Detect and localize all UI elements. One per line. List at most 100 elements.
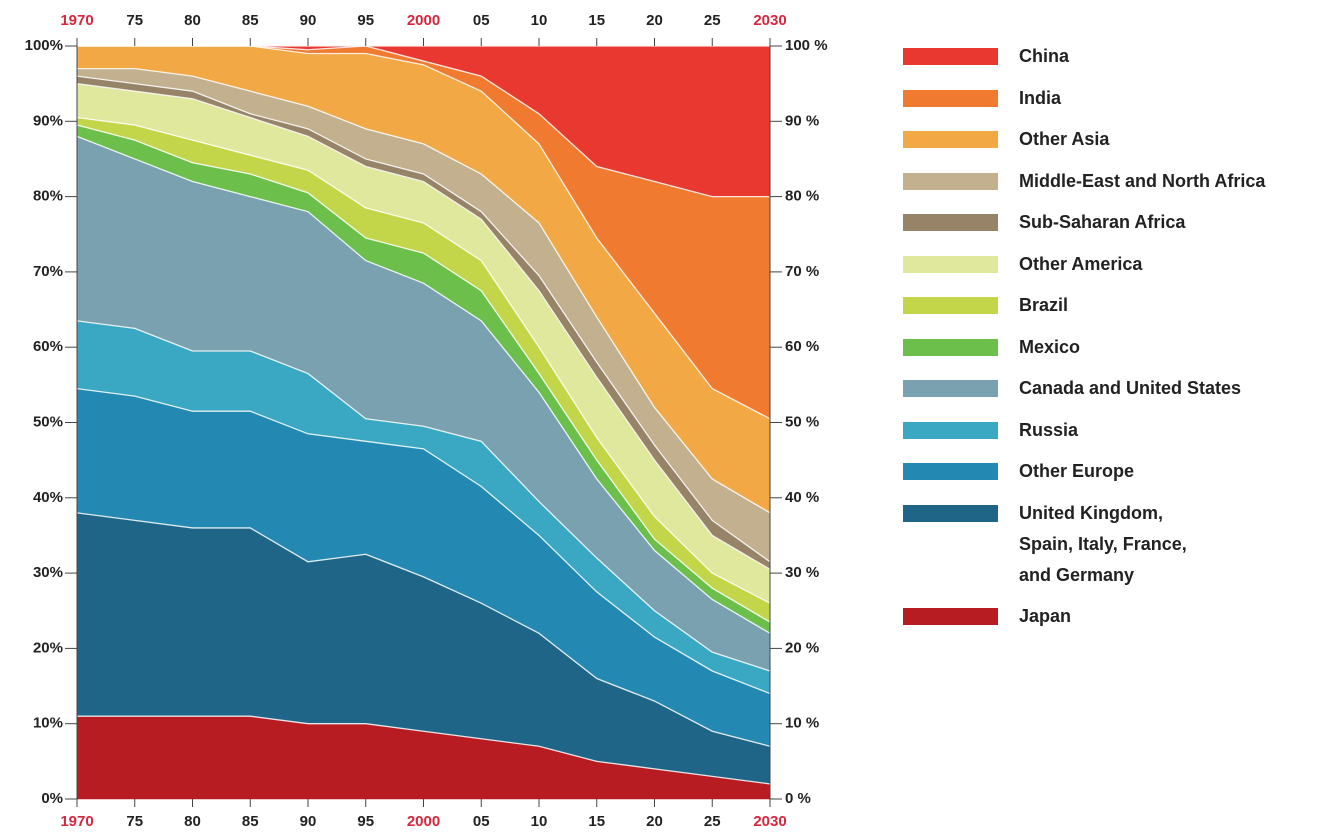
boundary-line <box>76 320 771 672</box>
legend-swatch <box>903 504 998 522</box>
boundary-line <box>76 124 771 623</box>
x-tick-label-top: 2030 <box>753 12 786 29</box>
legend: China India Other Asia Middle-East and Nort… <box>903 41 1313 643</box>
x-tick-label-top: 10 <box>531 12 548 29</box>
y-tick-label: 60% <box>33 338 63 355</box>
legend-swatch <box>903 463 998 480</box>
y-tick-label: 0% <box>41 790 63 807</box>
legend-item: India <box>903 83 1313 114</box>
boundary-line <box>76 512 771 747</box>
x-tick-label-top: 2000 <box>407 12 440 29</box>
boundary-line <box>76 387 771 695</box>
x-tick-label-bottom: 90 <box>300 813 317 830</box>
legend-label: Other Asia <box>1019 129 1110 149</box>
boundary-line <box>77 715 771 785</box>
legend-item: Russia <box>903 415 1313 446</box>
legend-label: Japan <box>1019 606 1072 626</box>
x-tick-label-top: 25 <box>704 12 721 29</box>
y2-tick-label: 80 % <box>785 188 819 205</box>
x-tick-label-bottom: 75 <box>126 813 143 830</box>
legend-item: United Kingdom, Spain, Italy, France, an… <box>903 498 1313 591</box>
boundary-line <box>76 83 771 570</box>
y-tick-label: 100% <box>25 37 63 54</box>
legend-item: Middle-East and North Africa <box>903 166 1313 197</box>
y2-tick-label: 70 % <box>785 263 819 280</box>
y-tick-label: 80% <box>33 188 63 205</box>
legend-label: India <box>1019 87 1062 108</box>
legend-label: Middle-East and North Africa <box>1019 170 1266 191</box>
legend-swatch <box>903 255 998 273</box>
legend-item: China <box>903 41 1313 72</box>
legend-swatch <box>903 172 998 190</box>
legend-label: Canada and United States <box>1019 378 1242 398</box>
y2-tick-label: 60 % <box>785 338 819 355</box>
legend-swatch <box>903 608 998 625</box>
legend-label: Other America <box>1019 253 1143 274</box>
x-tick-label-top: 95 <box>357 12 374 29</box>
y-tick-label: 40% <box>33 489 63 506</box>
legend-item: Mexico <box>903 332 1313 363</box>
legend-item: Other Europe <box>903 456 1313 487</box>
y2-tick-label: 40 % <box>785 489 819 506</box>
x-tick-label-bottom: 1970 <box>60 813 93 830</box>
x-tick-label-bottom: 15 <box>588 813 605 830</box>
y-tick-label: 10% <box>33 715 63 732</box>
legend-item: Other America <box>903 249 1313 280</box>
x-tick-label-top: 90 <box>300 12 317 29</box>
legend-swatch <box>903 48 998 65</box>
legend-label: Other Europe <box>1019 461 1135 481</box>
x-tick-label-top: 80 <box>184 12 201 29</box>
y-tick-label: 50% <box>33 413 63 430</box>
legend-swatch <box>903 131 998 148</box>
x-tick-label-bottom: 05 <box>473 813 490 830</box>
y-tick-label: 20% <box>33 639 63 656</box>
legend-label: United Kingdom, Spain, Italy, France, an… <box>1019 502 1187 585</box>
x-tick-label-bottom: 2030 <box>753 813 786 830</box>
y-tick-label: 70% <box>33 263 63 280</box>
legend-label: Mexico <box>1019 336 1081 357</box>
boundary-line <box>77 67 771 514</box>
x-tick-label-top: 85 <box>242 12 259 29</box>
legend-item: Sub-Saharan Africa <box>903 207 1313 238</box>
boundary-line <box>76 135 771 634</box>
legend-item: Other Asia <box>903 124 1313 155</box>
legend-label: China <box>1019 46 1070 66</box>
legend-swatch <box>903 297 998 314</box>
legend-swatch <box>903 421 998 439</box>
y2-tick-label: 30 % <box>785 564 819 581</box>
legend-item: Japan <box>903 601 1313 632</box>
x-tick-label-bottom: 25 <box>704 813 721 830</box>
x-tick-label-bottom: 10 <box>531 813 548 830</box>
y-tick-label: 30% <box>33 564 63 581</box>
y2-tick-label: 0 % <box>785 790 811 807</box>
x-tick-label-top: 20 <box>646 12 663 29</box>
legend-swatch <box>903 89 998 107</box>
y-tick-label: 90% <box>33 112 63 129</box>
boundary-line <box>76 116 771 604</box>
x-tick-label-top: 05 <box>473 12 490 29</box>
legend-item: Brazil <box>903 290 1313 321</box>
x-tick-label-bottom: 20 <box>646 813 663 830</box>
y2-tick-label: 10 % <box>785 715 819 732</box>
y2-tick-label: 50 % <box>785 413 819 430</box>
x-tick-label-bottom: 2000 <box>407 813 440 830</box>
boundary-line <box>76 75 771 563</box>
legend-swatch <box>903 338 998 356</box>
y2-tick-label: 20 % <box>785 639 819 656</box>
x-tick-label-bottom: 95 <box>357 813 374 830</box>
x-tick-label-top: 75 <box>126 12 143 29</box>
x-tick-label-bottom: 80 <box>184 813 201 830</box>
x-tick-label-top: 1970 <box>60 12 93 29</box>
legend-label: Russia <box>1019 419 1079 440</box>
legend-swatch <box>903 214 998 231</box>
x-tick-label-bottom: 85 <box>242 813 259 830</box>
legend-label: Sub-Saharan Africa <box>1019 212 1186 232</box>
legend-label: Brazil <box>1019 295 1069 315</box>
chart: 0% 10% 20% 30% 40% 50% 60% 70% 80% 90% 100% 0 % 10 %… <box>25 12 828 830</box>
y2-tick-label: 90 % <box>785 112 819 129</box>
y2-tick-label: 100 % <box>785 37 828 54</box>
x-tick-label-top: 15 <box>588 12 605 29</box>
legend-item: Canada and United States <box>903 373 1313 404</box>
legend-swatch <box>903 380 998 397</box>
